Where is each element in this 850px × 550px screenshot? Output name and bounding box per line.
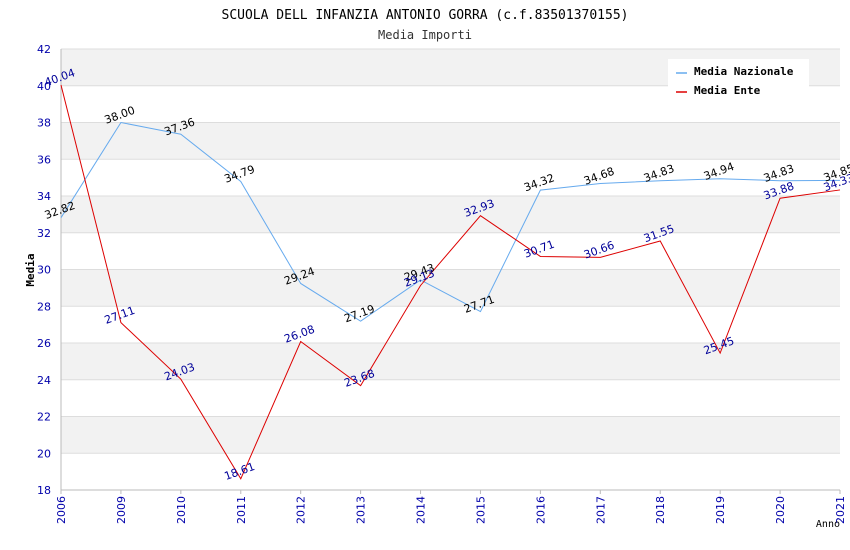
grid-band (61, 416, 840, 454)
y-tick-label: 34 (37, 190, 51, 203)
x-tick-label: 2009 (115, 496, 128, 524)
chart-title: SCUOLA DELL INFANZIA ANTONIO GORRA (c.f.… (222, 8, 629, 23)
y-tick-label: 18 (37, 484, 51, 497)
grid-band (61, 196, 840, 233)
grid-band (61, 379, 840, 417)
x-tick-label: 2018 (654, 496, 667, 524)
x-tick-label: 2020 (774, 496, 787, 524)
y-tick-label: 38 (37, 117, 51, 130)
y-tick-label: 22 (37, 411, 51, 424)
grid-band (61, 122, 840, 160)
x-tick-label: 2017 (594, 496, 607, 524)
series-line-1 (60, 84, 841, 480)
grid-band (61, 343, 840, 380)
x-tick-label: 2012 (295, 496, 308, 524)
y-tick-label: 20 (37, 447, 51, 460)
y-tick-label: 26 (37, 337, 51, 350)
y-tick-label: 42 (37, 43, 51, 56)
x-tick-label: 2014 (415, 496, 428, 524)
x-tick-label: 2015 (474, 496, 487, 524)
x-tick-label: 2019 (714, 496, 727, 524)
x-axis-label: Anno (816, 519, 840, 530)
series-line-0 (60, 121, 841, 322)
grid-band (61, 453, 840, 490)
legend-label-nazionale: Media Nazionale (694, 65, 794, 78)
grid-band (61, 159, 840, 196)
y-tick-label: 24 (37, 374, 51, 387)
y-tick-label: 40 (37, 80, 51, 93)
x-tick-label: 2013 (355, 496, 368, 524)
legend: Media Nazionale Media Ente (668, 59, 809, 101)
y-tick-label: 32 (37, 227, 51, 240)
x-tick-label: 2016 (534, 496, 547, 524)
x-tick-label: 2006 (55, 496, 68, 524)
series-lines (60, 84, 841, 480)
y-tick-labels: 18 20 22 24 26 28 30 32 34 36 38 40 42 (37, 43, 51, 497)
y-axis-label: Media (24, 253, 37, 286)
grid-band (61, 269, 840, 307)
x-tick-label: 2010 (175, 496, 188, 524)
grid-bands (61, 49, 840, 490)
axes (60, 49, 841, 494)
x-tick-label: 2011 (235, 496, 248, 524)
x-tick-labels: 2006 2009 2010 2011 2012 2013 2014 2015 2016 2017… (55, 496, 847, 524)
y-tick-label: 30 (37, 264, 51, 277)
y-tick-label: 36 (37, 153, 51, 166)
grid-band (61, 306, 840, 343)
legend-box (668, 59, 809, 101)
chart-subtitle: Media Importi (378, 28, 472, 42)
x-tick-label: 2021 (834, 496, 847, 524)
legend-label-ente: Media Ente (694, 84, 761, 97)
y-tick-label: 28 (37, 300, 51, 313)
